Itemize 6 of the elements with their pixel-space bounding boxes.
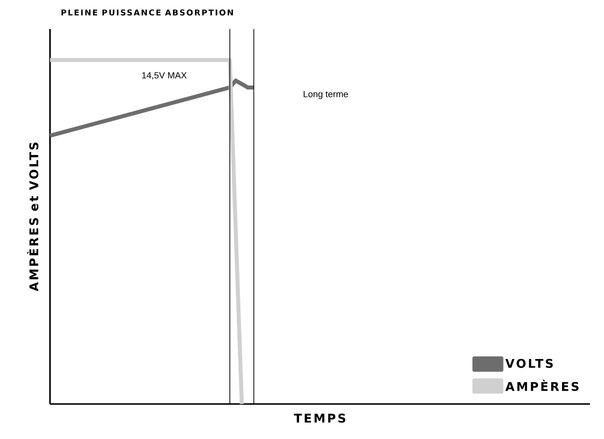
legend-label: AMPÈRES bbox=[505, 380, 579, 391]
text: Long terme bbox=[304, 90, 348, 100]
annotation: 14,5V MAX bbox=[142, 72, 187, 80]
x-axis-title: TEMPS bbox=[294, 414, 346, 423]
y-axis-title: AMPÈRES et VOLTS bbox=[27, 142, 38, 292]
legend-label: VOLTS bbox=[505, 358, 553, 368]
